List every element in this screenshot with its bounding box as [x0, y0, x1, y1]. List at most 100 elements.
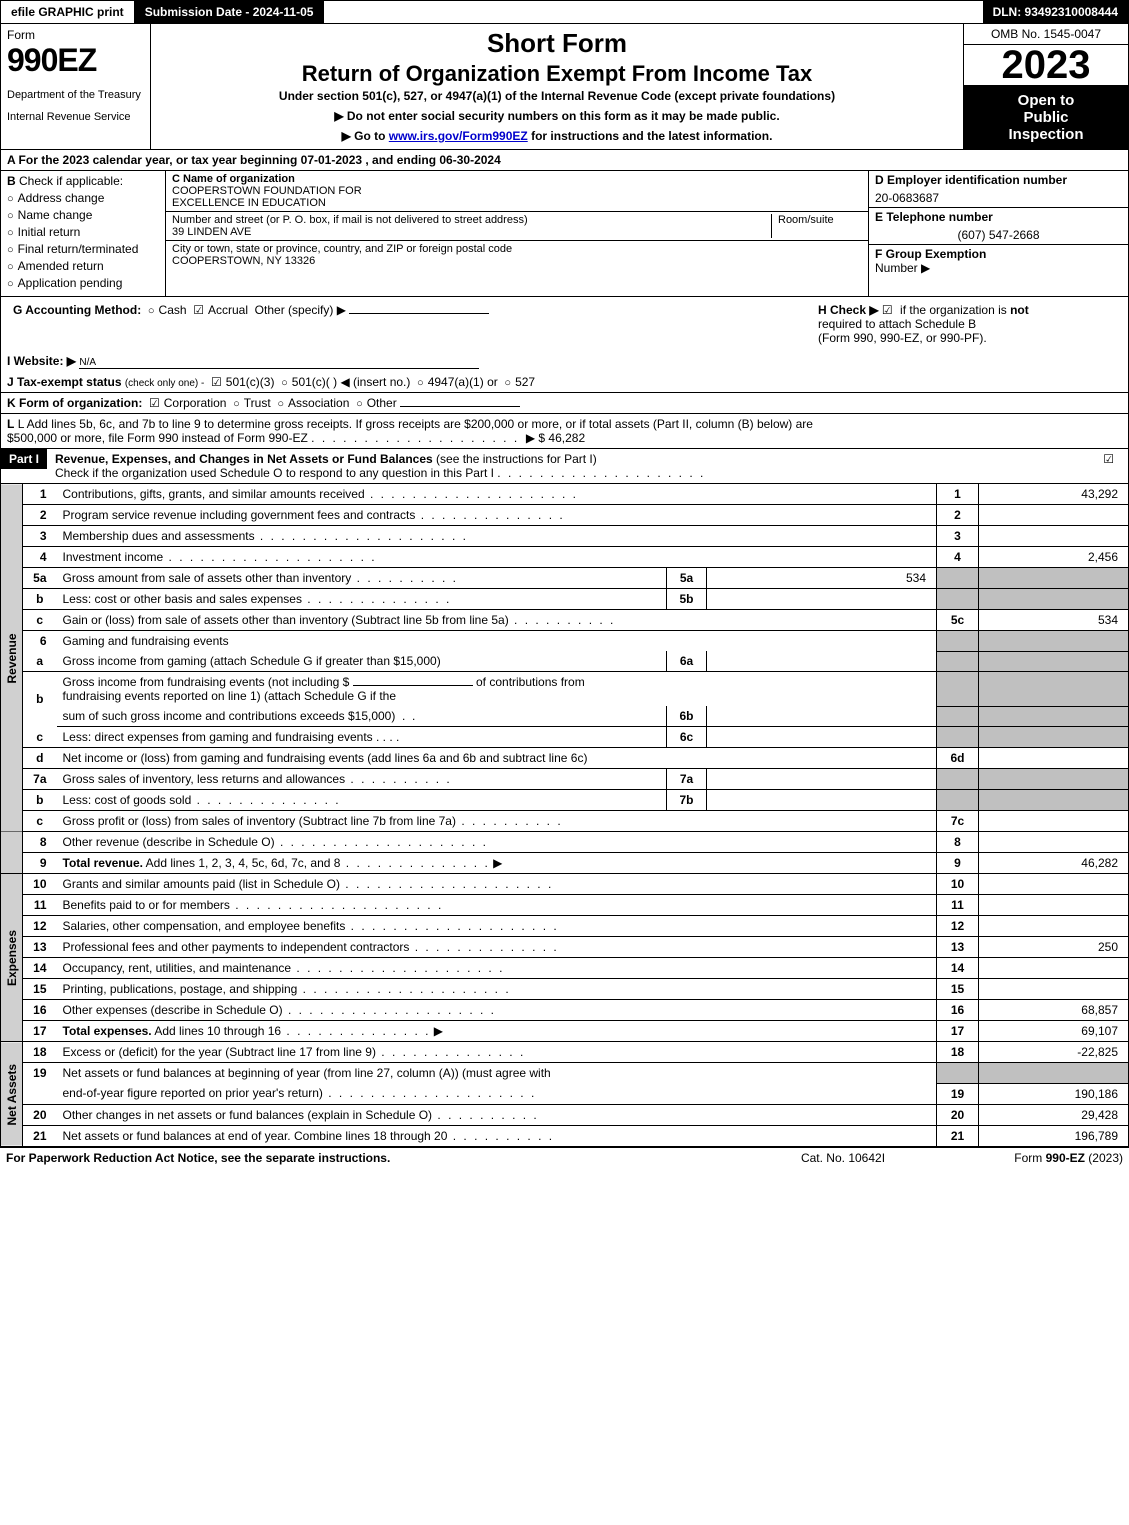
l15-v	[979, 979, 1129, 1000]
check-application-pending[interactable]: Application pending	[7, 276, 159, 290]
check-amended-return[interactable]: Amended return	[7, 259, 159, 273]
h-cell: H Check ▶ if the organization is not req…	[812, 300, 1122, 348]
f-label2: Number ▶	[875, 261, 930, 275]
e-label: E Telephone number	[875, 210, 993, 224]
l2-d: Program service revenue including govern…	[63, 508, 416, 522]
l7a-sb: 7a	[667, 769, 707, 790]
l21-v: 196,789	[979, 1125, 1129, 1146]
check-association[interactable]: Association	[277, 396, 349, 410]
form-label: Form	[7, 28, 144, 42]
l10-nc: 10	[937, 874, 979, 895]
l6b-nc1	[937, 672, 979, 707]
l6a-sb: 6a	[667, 651, 707, 672]
l7c-d: Gross profit or (loss) from sales of inv…	[63, 814, 456, 828]
e-val-cell: (607) 547-2668	[869, 226, 1128, 245]
h-text4: (Form 990, 990-EZ, or 990-PF).	[818, 331, 987, 345]
h-not: not	[1010, 303, 1029, 317]
l1-nc: 1	[937, 484, 979, 505]
col-b: B Check if applicable: Address change Na…	[1, 171, 166, 296]
check-schedule-o[interactable]	[1103, 452, 1118, 466]
check-cash[interactable]: Cash	[148, 303, 187, 317]
l18-n: 18	[23, 1042, 57, 1063]
footer-r-pre: Form	[1014, 1151, 1045, 1165]
b-check-if: Check if applicable:	[19, 174, 123, 188]
l14-d: Occupancy, rent, utilities, and maintena…	[63, 961, 292, 975]
l19-v-s	[979, 1063, 1129, 1084]
l6-v	[979, 631, 1129, 652]
l6d-d: Net income or (loss) from gaming and fun…	[57, 748, 937, 769]
row-a-tax-year: A For the 2023 calendar year, or tax yea…	[0, 150, 1129, 171]
l5a-d: Gross amount from sale of assets other t…	[63, 571, 352, 585]
l16-d: Other expenses (describe in Schedule O)	[63, 1003, 283, 1017]
l7b-n: b	[23, 790, 57, 811]
check-final-return[interactable]: Final return/terminated	[7, 242, 159, 256]
check-trust[interactable]: Trust	[233, 396, 271, 410]
l5a-v	[979, 568, 1129, 589]
l6c-d: Less: direct expenses from gaming and fu…	[63, 730, 373, 744]
l15-d: Printing, publications, postage, and shi…	[63, 982, 298, 996]
dept-treasury: Department of the Treasury	[7, 89, 144, 101]
check-initial-return[interactable]: Initial return	[7, 225, 159, 239]
irs-link[interactable]: www.irs.gov/Form990EZ	[389, 129, 528, 143]
check-4947[interactable]: 4947(a)(1) or	[417, 375, 498, 389]
check-h[interactable]	[882, 303, 897, 317]
k-label: K Form of organization:	[7, 396, 142, 410]
tax-year: 2023	[964, 45, 1128, 86]
l1-n: 1	[23, 484, 57, 505]
check-501c[interactable]: 501(c)( ) ◀ (insert no.)	[281, 375, 410, 389]
l1-v: 43,292	[979, 484, 1129, 505]
l6b-d3: sum of such gross income and contributio…	[63, 709, 396, 723]
h-text2: if the organization is	[900, 303, 1010, 317]
l4-v: 2,456	[979, 547, 1129, 568]
telephone: (607) 547-2668	[957, 228, 1039, 242]
e-cell: E Telephone number	[869, 208, 1128, 226]
l5a-nc	[937, 568, 979, 589]
l18-d: Excess or (deficit) for the year (Subtra…	[63, 1045, 376, 1059]
l2-v	[979, 505, 1129, 526]
l5a-sb: 5a	[667, 568, 707, 589]
l12-n: 12	[23, 916, 57, 937]
l6b-v1	[979, 672, 1129, 707]
check-501c3[interactable]: 501(c)(3)	[211, 375, 274, 389]
l7b-v	[979, 790, 1129, 811]
d-label: D Employer identification number	[875, 173, 1067, 187]
omb-number: OMB No. 1545-0047	[964, 24, 1128, 45]
l5b-d: Less: cost or other basis and sales expe…	[63, 592, 302, 606]
l20-nc: 20	[937, 1104, 979, 1125]
l10-v	[979, 874, 1129, 895]
check-527[interactable]: 527	[504, 375, 535, 389]
l9-d: Total revenue.	[63, 856, 143, 870]
instr-link: ▶ Go to www.irs.gov/Form990EZ for instru…	[157, 129, 957, 143]
row-j: J Tax-exempt status (check only one) - 5…	[0, 372, 1129, 393]
check-address-change[interactable]: Address change	[7, 191, 159, 205]
check-other-org[interactable]: Other	[356, 396, 397, 410]
l5a-sv: 534	[707, 568, 937, 589]
col-def: D Employer identification number 20-0683…	[868, 171, 1128, 296]
l1-d: Contributions, gifts, grants, and simila…	[63, 487, 365, 501]
l-text2: $500,000 or more, file Form 990 instead …	[7, 431, 308, 445]
check-name-change[interactable]: Name change	[7, 208, 159, 222]
l21-nc: 21	[937, 1125, 979, 1146]
l16-n: 16	[23, 1000, 57, 1021]
l2-n: 2	[23, 505, 57, 526]
l10-d: Grants and similar amounts paid (list in…	[63, 877, 340, 891]
l6-nc	[937, 631, 979, 652]
l9-d2: Add lines 1, 2, 3, 4, 5c, 6d, 7c, and 8	[143, 856, 340, 870]
check-corporation[interactable]: Corporation	[149, 396, 226, 410]
l11-nc: 11	[937, 895, 979, 916]
efile-print-button[interactable]: efile GRAPHIC print	[1, 1, 135, 23]
l5b-n: b	[23, 589, 57, 610]
org-address: 39 LINDEN AVE	[172, 226, 251, 238]
subtitle: Under section 501(c), 527, or 4947(a)(1)…	[157, 89, 957, 103]
l7c-v	[979, 811, 1129, 832]
row-k: K Form of organization: Corporation Trus…	[0, 393, 1129, 414]
l18-nc: 18	[937, 1042, 979, 1063]
form-number: 990EZ	[7, 42, 144, 79]
l15-nc: 15	[937, 979, 979, 1000]
footer-mid: Cat. No. 10642I	[743, 1151, 943, 1165]
ein: 20-0683687	[875, 191, 939, 205]
row-i: I Website: ▶ N/A	[0, 351, 1129, 372]
l6b-sb: 6b	[667, 706, 707, 727]
l-text1: L Add lines 5b, 6c, and 7b to line 9 to …	[18, 417, 813, 431]
check-accrual[interactable]: Accrual	[193, 303, 248, 317]
